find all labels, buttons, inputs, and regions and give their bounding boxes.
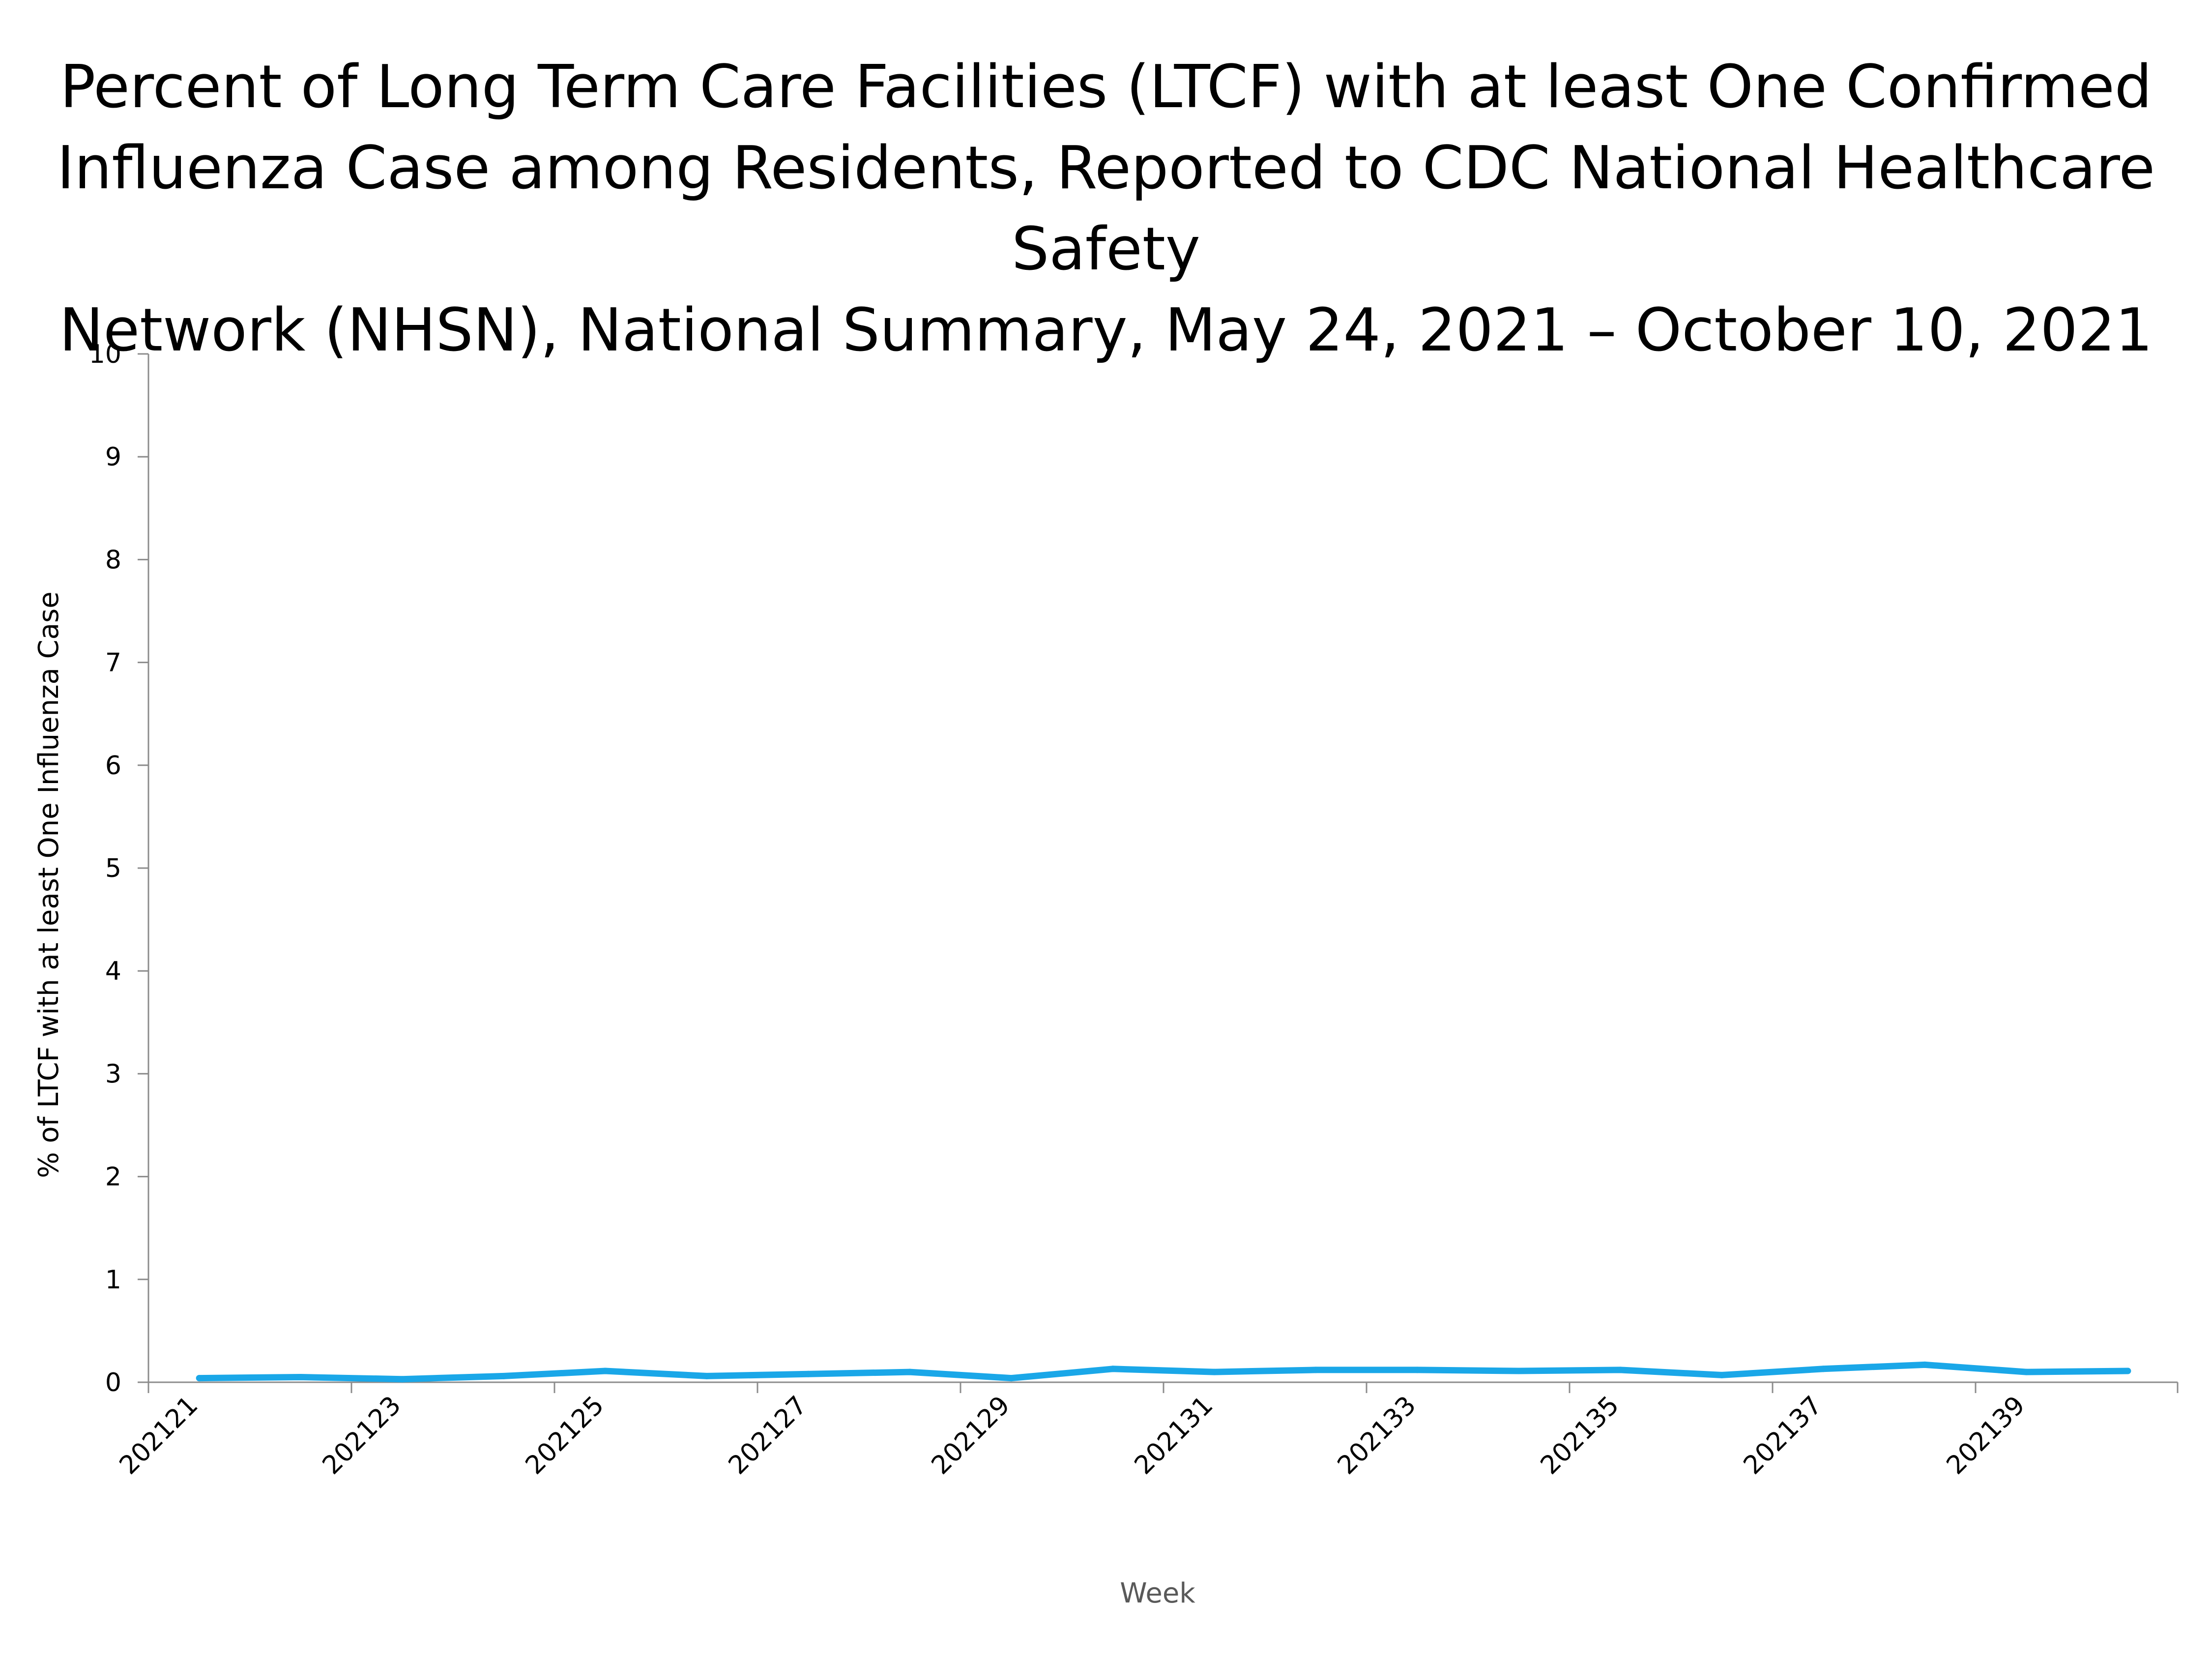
y-tick-label: 7 (105, 648, 121, 678)
y-tick-label: 1 (105, 1265, 121, 1295)
y-tick-label: 3 (105, 1059, 121, 1089)
series-line (196, 1361, 2131, 1383)
data-point (2125, 1368, 2131, 1374)
data-point (805, 1370, 812, 1377)
x-tick-label: 202137 (1738, 1391, 1828, 1481)
data-point (1414, 1367, 1421, 1373)
data-point (2023, 1368, 2030, 1375)
data-point (602, 1368, 609, 1374)
data-point (703, 1372, 710, 1379)
data-point (1008, 1375, 1015, 1382)
y-tick-label: 10 (89, 340, 121, 369)
x-tick-label: 202135 (1535, 1391, 1625, 1481)
data-point (500, 1372, 507, 1379)
chart-title-line-3: Network (NHSN), National Summary, May 24… (59, 296, 2153, 365)
x-tick-label: 202123 (317, 1391, 407, 1481)
x-tick-label: 202131 (1129, 1391, 1219, 1481)
data-point (1109, 1366, 1116, 1372)
y-tick-label: 4 (105, 957, 121, 986)
y-tick-label: 8 (105, 545, 121, 575)
chart-title: Percent of Long Term Care Facilities (LT… (29, 47, 2183, 371)
data-point (1515, 1368, 1522, 1374)
data-point (1718, 1371, 1725, 1378)
x-tick-label: 202129 (926, 1391, 1016, 1481)
data-point (1617, 1367, 1624, 1373)
data-point (196, 1375, 203, 1382)
x-tick-label: 202121 (114, 1391, 204, 1481)
series-layer (196, 1361, 2131, 1383)
x-tick-label: 202133 (1332, 1391, 1422, 1481)
data-point (906, 1368, 913, 1375)
data-point (1211, 1368, 1218, 1375)
y-tick-label: 9 (105, 442, 121, 472)
chart-title-line-2: Influenza Case among Residents, Reported… (57, 134, 2155, 284)
y-tick-label: 0 (105, 1368, 121, 1397)
data-point (399, 1376, 406, 1383)
y-axis-title: % of LTCF with at least One Influenza Ca… (33, 591, 65, 1178)
y-tick-label: 6 (105, 751, 121, 781)
data-point (1820, 1366, 1827, 1372)
x-tick-label: 202139 (1941, 1391, 2031, 1481)
x-tick-label: 202125 (520, 1391, 610, 1481)
y-tick-label: 2 (105, 1163, 121, 1192)
y-tick-label: 5 (105, 854, 121, 883)
data-point (1921, 1361, 1928, 1368)
y-axis: 0 1 2 3 4 5 6 7 8 9 10 (89, 340, 149, 1397)
x-axis-title: Week (1120, 1577, 1195, 1609)
data-point (297, 1374, 304, 1381)
data-point (1312, 1367, 1319, 1373)
x-tick-label: 202127 (723, 1391, 813, 1481)
chart-title-line-1: Percent of Long Term Care Facilities (LT… (60, 53, 2152, 121)
x-axis: 202121 202123 202125 202127 202129 202131 2021… (114, 1381, 2179, 1481)
